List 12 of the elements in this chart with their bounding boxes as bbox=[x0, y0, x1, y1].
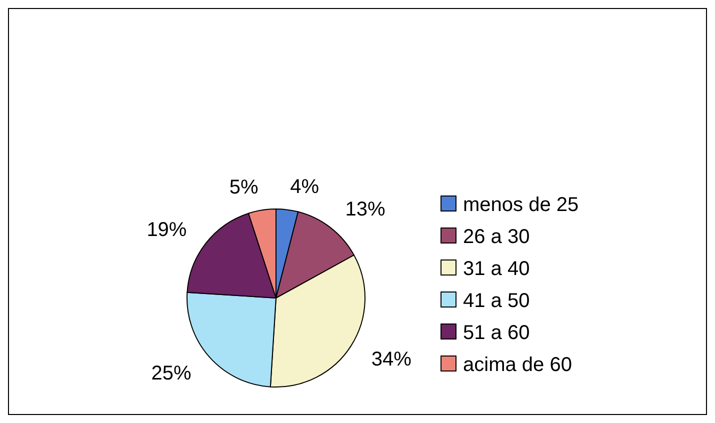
data-label: 13% bbox=[345, 198, 386, 221]
legend-label: 41 a 50 bbox=[463, 290, 530, 312]
legend-label: 26 a 30 bbox=[463, 226, 530, 248]
data-label: 5% bbox=[229, 176, 259, 198]
data-label: 34% bbox=[371, 348, 412, 371]
legend-label: 51 a 60 bbox=[463, 322, 530, 344]
data-label: 4% bbox=[290, 176, 320, 198]
legend-label: acima de 60 bbox=[463, 354, 572, 376]
legend-label: 31 a 40 bbox=[463, 258, 530, 280]
legend-label: menos de 25 bbox=[463, 194, 579, 216]
data-label: 19% bbox=[146, 218, 187, 241]
data-label: 25% bbox=[151, 362, 192, 385]
